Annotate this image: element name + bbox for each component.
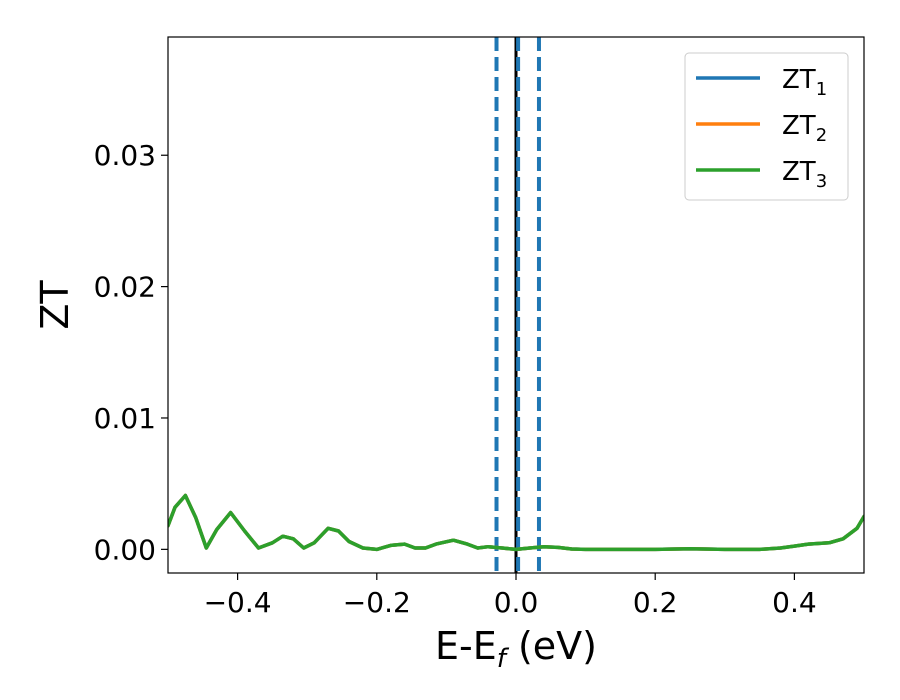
- x-tick-label: −0.2: [343, 586, 411, 619]
- x-tick-label: 0.2: [633, 586, 678, 619]
- legend-box: [684, 52, 849, 201]
- x-axis-label-suffix: (eV): [506, 624, 597, 668]
- y-axis-ticks: 0.00 0.01 0.02 0.03: [94, 139, 168, 566]
- legend-label-3: ZT3: [782, 157, 827, 192]
- x-axis-ticks: −0.4 −0.2 0.0 0.2 0.4: [204, 573, 817, 619]
- series-line-3: [168, 493, 864, 552]
- y-axis-label: ZT: [33, 280, 77, 330]
- y-tick-label: 0.01: [94, 402, 156, 435]
- x-axis-label: E-Ef (eV): [435, 624, 597, 674]
- legend-label-2: ZT2: [782, 111, 827, 146]
- x-axis-label-main: E-E: [435, 624, 497, 668]
- y-tick-label: 0.00: [94, 533, 156, 566]
- y-tick-label: 0.03: [94, 139, 156, 172]
- y-tick-label: 0.02: [94, 271, 156, 304]
- legend: ZT1 ZT2 ZT3: [684, 52, 849, 201]
- legend-label-1: ZT1: [782, 65, 827, 100]
- x-tick-label: 0.4: [772, 586, 817, 619]
- series-lines: [168, 493, 864, 552]
- vertical-lines: [494, 37, 541, 573]
- x-tick-label: 0.0: [494, 586, 539, 619]
- plot-area: [168, 37, 864, 573]
- x-tick-label: −0.4: [204, 586, 272, 619]
